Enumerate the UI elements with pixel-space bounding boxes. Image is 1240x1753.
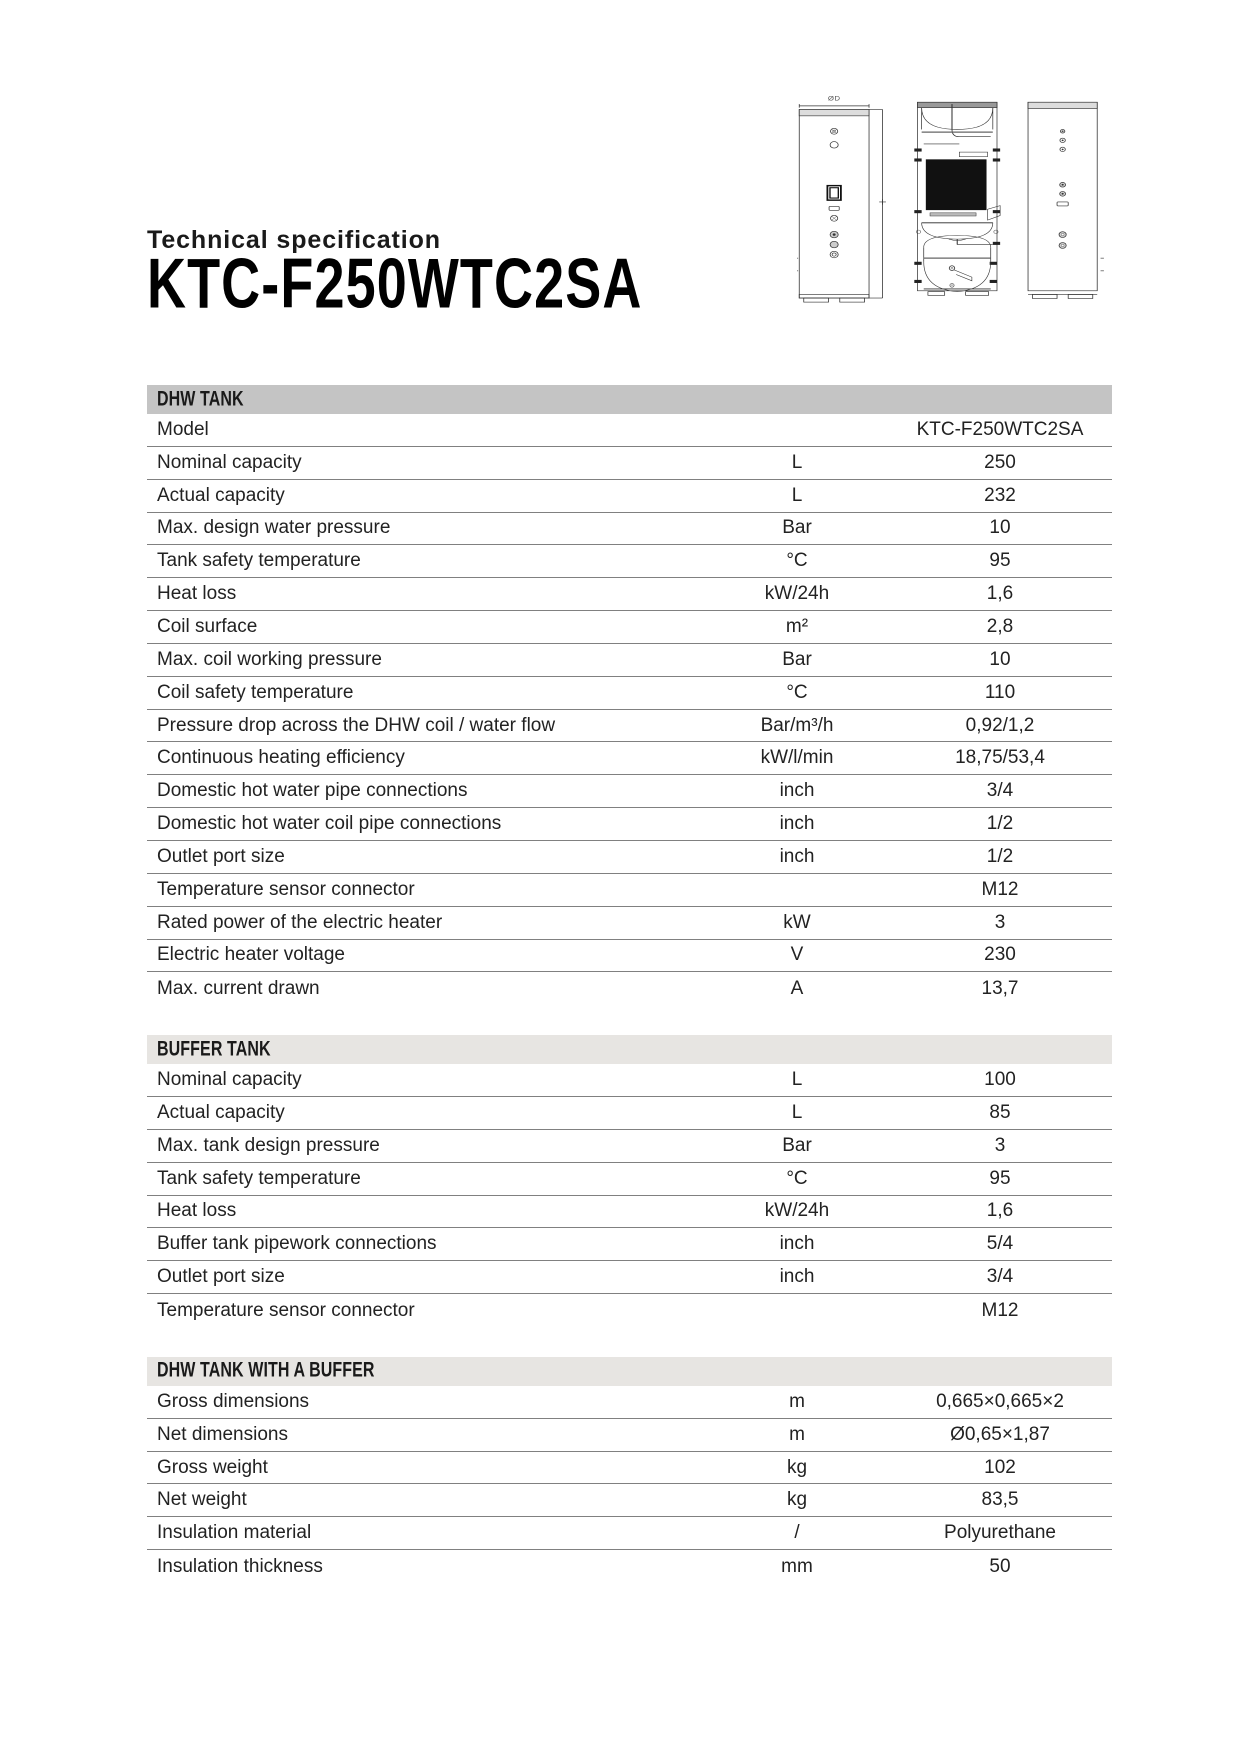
svg-text:ØD: ØD — [828, 95, 840, 102]
